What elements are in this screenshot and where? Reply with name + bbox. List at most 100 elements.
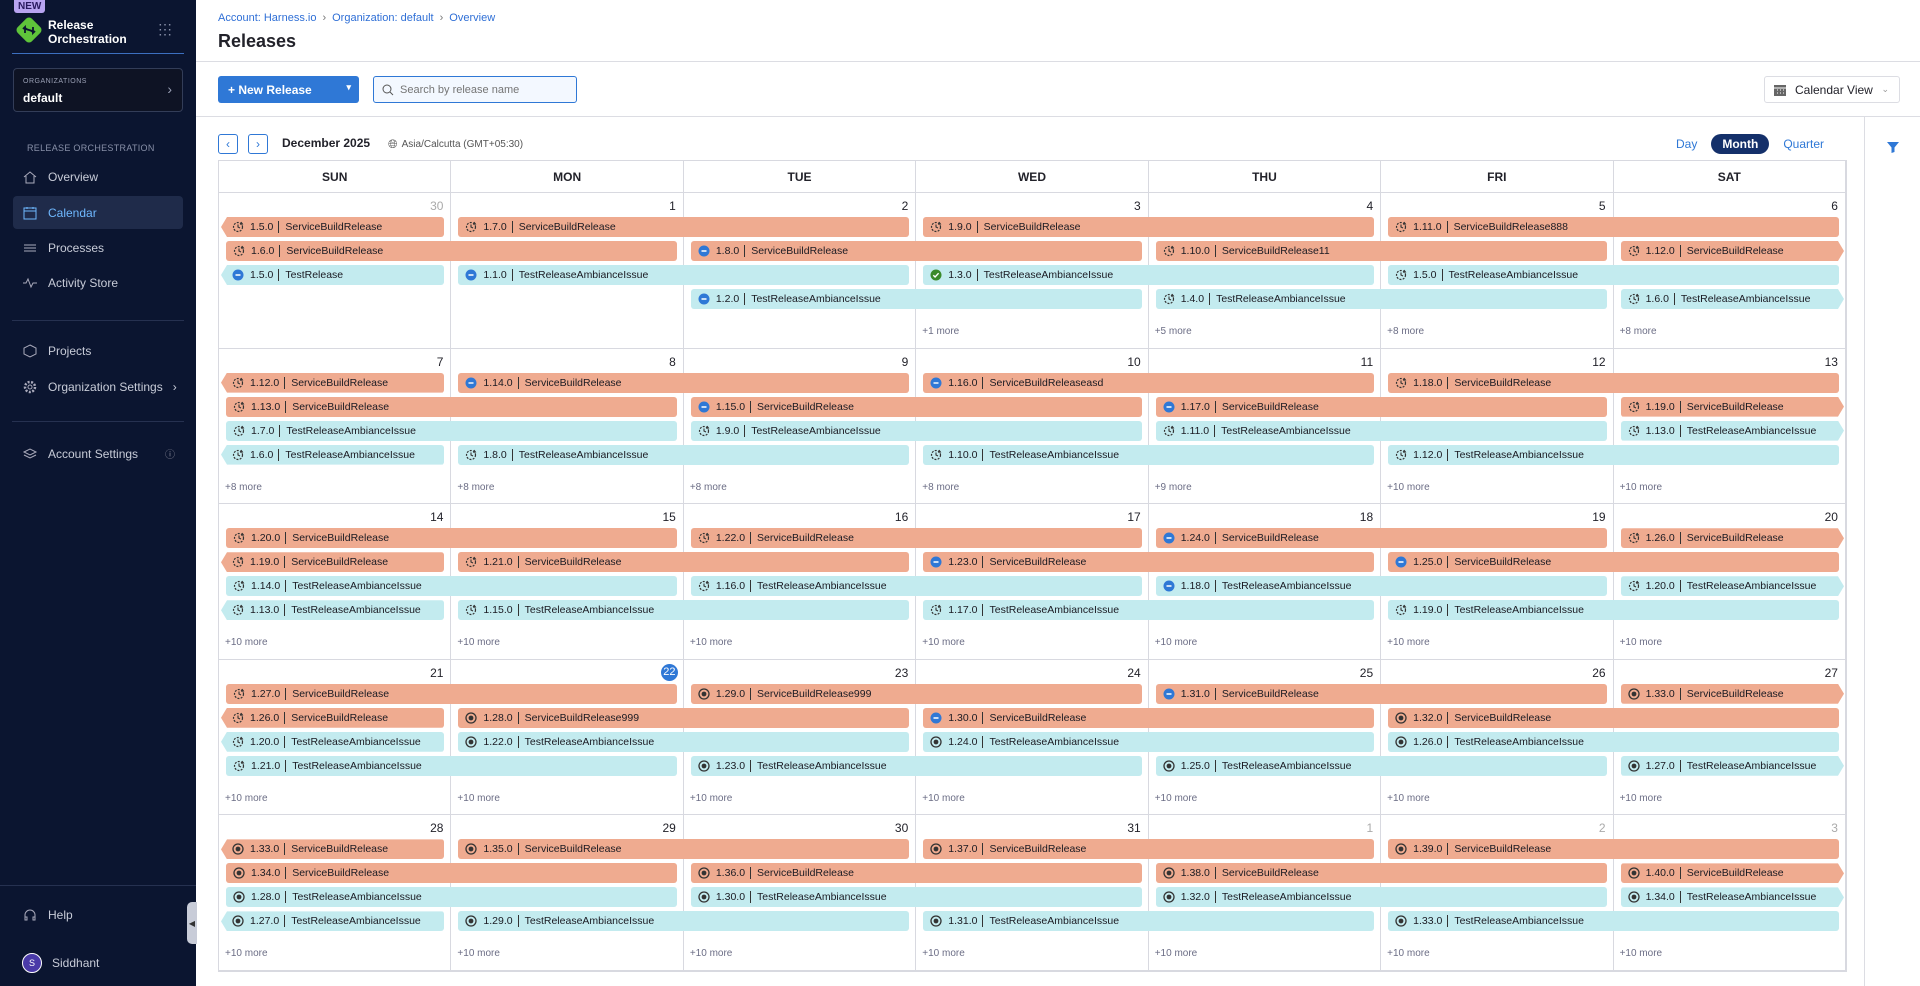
release-event[interactable]: 1.15.0 TestReleaseAmbianceIssue xyxy=(458,600,910,621)
previous-month-button[interactable]: ‹ xyxy=(218,134,238,154)
release-event[interactable]: 1.28.0 ServiceBuildRelease999 xyxy=(458,707,910,728)
release-event[interactable]: 1.25.0 TestReleaseAmbianceIssue xyxy=(1155,755,1607,776)
more-events-link[interactable]: +10 more xyxy=(689,637,733,649)
more-events-link[interactable]: +10 more xyxy=(1387,481,1430,493)
release-event[interactable]: 1.38.0 ServiceBuildRelease xyxy=(1155,863,1607,884)
release-event[interactable]: 1.26.0 ServiceBuildRelease xyxy=(221,707,445,728)
filter-icon[interactable] xyxy=(1886,140,1900,154)
release-event[interactable]: 1.11.0 ServiceBuildRelease888 xyxy=(1388,217,1839,237)
release-event[interactable]: 1.35.0 ServiceBuildRelease xyxy=(458,839,910,860)
release-event[interactable]: 1.13.0 ServiceBuildRelease xyxy=(226,396,677,417)
release-event[interactable]: 1.28.0 TestReleaseAmbianceIssue xyxy=(226,887,677,908)
release-event[interactable]: 1.6.0 TestReleaseAmbianceIssue xyxy=(1621,289,1844,309)
release-event[interactable]: 1.32.0 ServiceBuildRelease xyxy=(1388,707,1839,728)
release-event[interactable]: 1.18.0 ServiceBuildRelease xyxy=(1388,372,1839,393)
release-event[interactable]: 1.6.0 ServiceBuildRelease xyxy=(226,241,677,261)
more-events-link[interactable]: +10 more xyxy=(1619,792,1663,804)
release-event[interactable]: 1.13.0 TestReleaseAmbianceIssue xyxy=(221,600,445,621)
release-event[interactable]: 1.24.0 ServiceBuildRelease xyxy=(1155,528,1607,549)
release-event[interactable]: 1.34.0 ServiceBuildRelease xyxy=(226,863,677,884)
release-event[interactable]: 1.6.0 TestReleaseAmbianceIssue xyxy=(221,444,445,465)
release-event[interactable]: 1.12.0 ServiceBuildRelease xyxy=(1621,241,1844,261)
more-events-link[interactable]: +10 more xyxy=(457,637,500,649)
release-event[interactable]: 1.17.0 TestReleaseAmbianceIssue xyxy=(923,600,1375,621)
more-events-link[interactable]: +10 more xyxy=(1387,792,1430,804)
release-event[interactable]: 1.13.0 TestReleaseAmbianceIssue xyxy=(1621,421,1844,441)
release-event[interactable]: 1.30.0 TestReleaseAmbianceIssue xyxy=(690,887,1142,908)
day-cell[interactable]: 17 +10 more xyxy=(916,504,1149,660)
more-events-link[interactable]: +9 more xyxy=(1154,481,1192,493)
more-events-link[interactable]: +10 more xyxy=(1619,481,1663,493)
view-month[interactable]: Month xyxy=(1711,134,1770,154)
day-cell[interactable]: 2 xyxy=(683,193,917,349)
more-events-link[interactable]: +8 more xyxy=(1387,326,1425,337)
release-event[interactable]: 1.40.0 ServiceBuildRelease xyxy=(1621,863,1844,883)
search-field[interactable] xyxy=(373,76,577,103)
day-cell[interactable]: 10 +8 more xyxy=(916,348,1149,505)
sidebar-item-projects[interactable]: Projects xyxy=(13,334,183,367)
day-cell[interactable]: 4 +5 more xyxy=(1148,193,1382,349)
sidebar-collapse-handle[interactable]: ◀ xyxy=(187,902,197,944)
release-event[interactable]: 1.30.0 ServiceBuildRelease xyxy=(923,707,1375,728)
release-event[interactable]: 1.27.0 TestReleaseAmbianceIssue xyxy=(221,911,445,932)
release-event[interactable]: 1.37.0 ServiceBuildRelease xyxy=(923,839,1375,860)
sidebar-item-overview[interactable]: Overview xyxy=(13,160,183,193)
day-cell[interactable]: 30 xyxy=(219,193,452,349)
more-events-link[interactable]: +10 more xyxy=(922,948,965,960)
next-month-button[interactable]: › xyxy=(248,134,268,154)
breadcrumb-account[interactable]: Account: Harness.io xyxy=(218,12,317,24)
release-event[interactable]: 1.39.0 ServiceBuildRelease xyxy=(1388,839,1839,860)
release-event[interactable]: 1.9.0 TestReleaseAmbianceIssue xyxy=(690,420,1142,441)
more-events-link[interactable]: +10 more xyxy=(1387,948,1430,960)
release-event[interactable]: 1.29.0 ServiceBuildRelease999 xyxy=(690,683,1142,704)
more-events-link[interactable]: +8 more xyxy=(225,481,262,493)
more-events-link[interactable]: +10 more xyxy=(1154,637,1198,649)
release-event[interactable]: 1.33.0 ServiceBuildRelease xyxy=(221,839,445,860)
day-cell[interactable]: 19 +10 more xyxy=(1381,504,1614,660)
release-event[interactable]: 1.23.0 ServiceBuildRelease xyxy=(923,552,1375,573)
release-event[interactable]: 1.25.0 ServiceBuildRelease xyxy=(1388,552,1839,573)
more-events-link[interactable]: +10 more xyxy=(457,948,500,960)
day-cell[interactable]: 3 +10 more xyxy=(1613,815,1846,971)
chevron-down-icon[interactable]: ▾ xyxy=(346,82,351,92)
more-events-link[interactable]: +10 more xyxy=(689,948,733,960)
day-cell[interactable]: 21 +10 more xyxy=(219,659,452,816)
more-events-link[interactable]: +1 more xyxy=(922,326,960,337)
more-events-link[interactable]: +5 more xyxy=(1154,326,1192,337)
more-events-link[interactable]: +10 more xyxy=(1619,637,1663,649)
release-event[interactable]: 1.24.0 TestReleaseAmbianceIssue xyxy=(923,731,1375,752)
release-event[interactable]: 1.34.0 TestReleaseAmbianceIssue xyxy=(1621,887,1844,907)
release-event[interactable]: 1.27.0 ServiceBuildRelease xyxy=(226,683,677,704)
organization-selector[interactable]: ORGANIZATIONS default › xyxy=(13,68,183,112)
release-event[interactable]: 1.7.0 TestReleaseAmbianceIssue xyxy=(226,420,677,441)
release-event[interactable]: 1.32.0 TestReleaseAmbianceIssue xyxy=(1155,887,1607,908)
release-event[interactable]: 1.22.0 ServiceBuildRelease xyxy=(690,528,1142,549)
release-event[interactable]: 1.20.0 ServiceBuildRelease xyxy=(226,528,677,549)
more-events-link[interactable]: +8 more xyxy=(1619,326,1657,337)
sidebar-item-activity-store[interactable]: Activity Store xyxy=(13,266,183,299)
sidebar-item-processes[interactable]: Processes xyxy=(13,231,183,264)
day-cell[interactable]: 15 +10 more xyxy=(451,504,684,660)
more-events-link[interactable]: +10 more xyxy=(1387,637,1430,649)
release-event[interactable]: 1.10.0 ServiceBuildRelease11 xyxy=(1155,241,1607,261)
more-events-link[interactable]: +10 more xyxy=(225,948,268,960)
release-event[interactable]: 1.7.0 ServiceBuildRelease xyxy=(458,217,910,237)
release-event[interactable]: 1.26.0 TestReleaseAmbianceIssue xyxy=(1388,731,1839,752)
release-event[interactable]: 1.5.0 ServiceBuildRelease xyxy=(221,217,445,237)
view-day[interactable]: Day xyxy=(1676,137,1698,151)
view-quarter[interactable]: Quarter xyxy=(1783,137,1825,151)
release-event[interactable]: 1.19.0 TestReleaseAmbianceIssue xyxy=(1388,600,1839,621)
release-event[interactable]: 1.10.0 TestReleaseAmbianceIssue xyxy=(923,444,1375,465)
more-events-link[interactable]: +10 more xyxy=(1619,948,1663,960)
breadcrumb-organization[interactable]: Organization: default xyxy=(332,12,434,24)
more-events-link[interactable]: +10 more xyxy=(1154,948,1198,960)
search-input[interactable] xyxy=(400,83,570,96)
release-event[interactable]: 1.26.0 ServiceBuildRelease xyxy=(1621,528,1844,548)
user-profile[interactable]: S Siddhant xyxy=(13,946,183,979)
more-events-link[interactable]: +10 more xyxy=(922,792,965,804)
new-release-button[interactable]: + New Release ▾ xyxy=(218,76,359,103)
day-cell[interactable]: 23 +10 more xyxy=(683,659,917,816)
more-events-link[interactable]: +10 more xyxy=(689,792,733,804)
sidebar-item-organization-settings[interactable]: Organization Settings › xyxy=(13,370,183,403)
release-event[interactable]: 1.33.0 TestReleaseAmbianceIssue xyxy=(1388,911,1839,932)
